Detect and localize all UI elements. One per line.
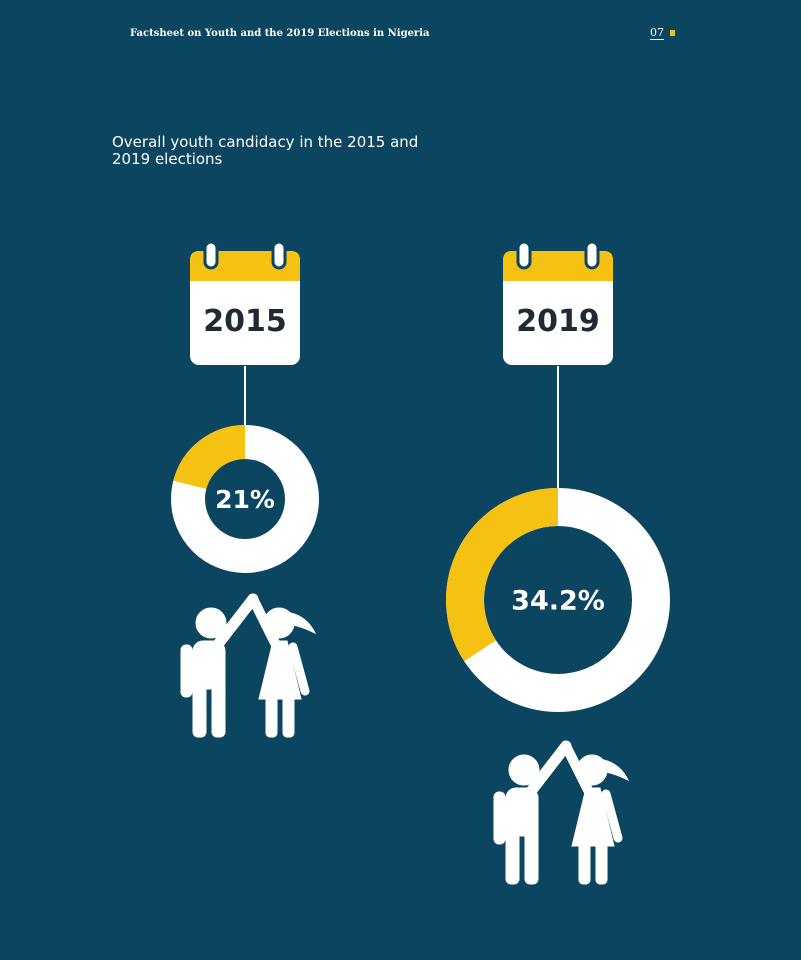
calendar-icon xyxy=(503,240,613,365)
page-marker xyxy=(670,30,675,36)
header-title: Factsheet on Youth and the 2019 Election… xyxy=(130,28,430,39)
calendar-year-label: 2019 xyxy=(516,304,600,339)
chart-group-2015: 2015 21% xyxy=(171,240,315,737)
chart-title: Overall youth candidacy in the 2015 and … xyxy=(112,133,419,168)
youth-couple-icon xyxy=(494,746,628,884)
data-label: 34.2% xyxy=(511,586,605,617)
page-number: 07 xyxy=(650,26,664,40)
calendar-icon xyxy=(190,240,300,365)
donut-slice-youth xyxy=(446,488,559,662)
data-label: 21% xyxy=(215,485,275,514)
chart-group-2019: 2019 34.2% xyxy=(446,240,670,884)
donut-slice-youth xyxy=(173,425,246,490)
calendar-year-label: 2015 xyxy=(203,304,287,339)
youth-couple-icon xyxy=(181,599,315,737)
